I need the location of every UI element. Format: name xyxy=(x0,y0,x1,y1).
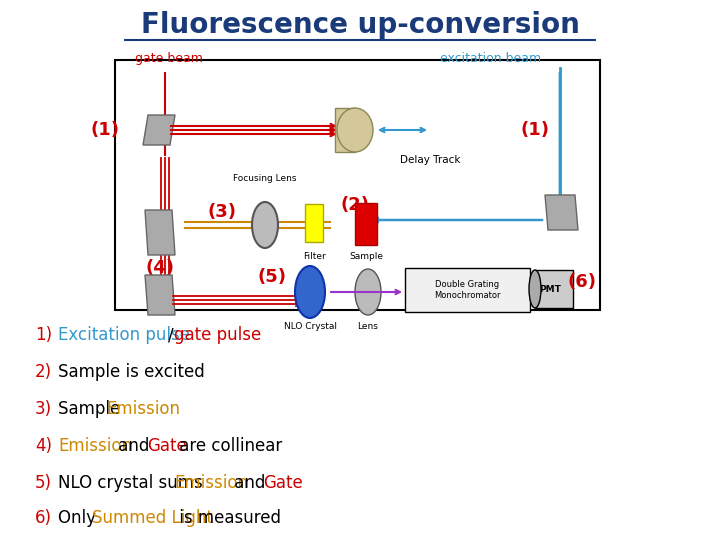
Text: (1): (1) xyxy=(521,121,549,139)
Text: Excitation pulse: Excitation pulse xyxy=(58,326,190,344)
Text: is measured: is measured xyxy=(174,509,282,527)
Text: Sample: Sample xyxy=(58,400,125,418)
Text: (6): (6) xyxy=(567,273,596,291)
Text: (4): (4) xyxy=(145,259,174,277)
Text: Lens: Lens xyxy=(358,322,379,331)
Text: Summed Light: Summed Light xyxy=(92,509,213,527)
Text: gate beam: gate beam xyxy=(135,52,203,65)
Text: 2): 2) xyxy=(35,363,52,381)
Text: Fluorescence up-conversion: Fluorescence up-conversion xyxy=(140,11,580,39)
Text: Only: Only xyxy=(58,509,102,527)
Text: (3): (3) xyxy=(207,203,236,221)
Text: Sample: Sample xyxy=(349,252,383,261)
Ellipse shape xyxy=(529,270,541,308)
Polygon shape xyxy=(143,115,175,145)
Bar xyxy=(355,203,377,245)
Text: Emission: Emission xyxy=(106,400,180,418)
Text: Emission: Emission xyxy=(58,437,132,455)
Bar xyxy=(405,268,530,312)
Text: Emission: Emission xyxy=(174,474,248,492)
Text: Gate: Gate xyxy=(264,474,303,492)
Text: PMT: PMT xyxy=(539,285,561,294)
Bar xyxy=(335,108,355,152)
Text: Focusing Lens: Focusing Lens xyxy=(233,174,297,183)
Text: Sample is excited: Sample is excited xyxy=(58,363,204,381)
Text: and: and xyxy=(229,474,271,492)
Text: 6): 6) xyxy=(35,509,52,527)
Text: (5): (5) xyxy=(258,268,287,286)
Ellipse shape xyxy=(337,108,373,152)
Text: NLO Crystal: NLO Crystal xyxy=(284,322,336,331)
Text: excitation beam: excitation beam xyxy=(440,52,541,65)
Ellipse shape xyxy=(355,269,381,315)
Text: 5): 5) xyxy=(35,474,52,492)
Text: NLO crystal sums: NLO crystal sums xyxy=(58,474,208,492)
Polygon shape xyxy=(145,210,175,255)
Text: (2): (2) xyxy=(341,196,369,214)
Polygon shape xyxy=(145,275,175,315)
Bar xyxy=(535,270,573,308)
Text: 3): 3) xyxy=(35,400,52,418)
Text: 1): 1) xyxy=(35,326,52,344)
Text: Filter: Filter xyxy=(302,252,325,261)
Bar xyxy=(305,204,323,242)
Ellipse shape xyxy=(252,202,278,248)
Ellipse shape xyxy=(295,266,325,318)
Text: and: and xyxy=(113,437,154,455)
Text: Gate: Gate xyxy=(147,437,186,455)
Text: Delay Track: Delay Track xyxy=(400,155,460,165)
Text: Double Grating
Monochromator: Double Grating Monochromator xyxy=(433,280,500,300)
Text: /: / xyxy=(168,326,174,344)
Text: gate pulse: gate pulse xyxy=(174,326,261,344)
Polygon shape xyxy=(545,195,578,230)
Text: 4): 4) xyxy=(35,437,52,455)
Text: are collinear: are collinear xyxy=(174,437,283,455)
Text: (1): (1) xyxy=(91,121,120,139)
Bar xyxy=(115,60,600,310)
